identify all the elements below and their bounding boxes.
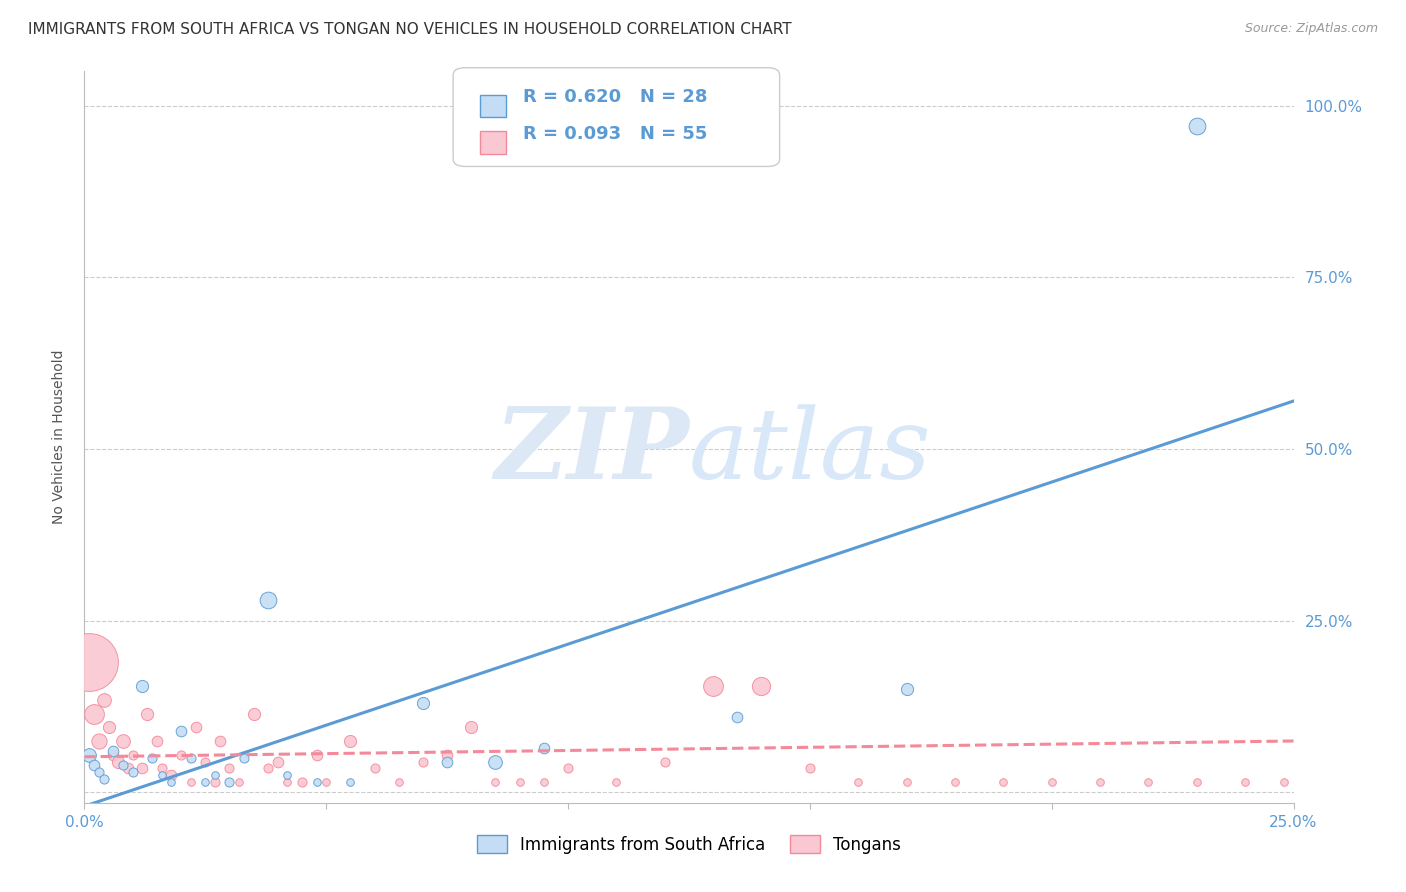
Point bbox=[533, 740, 555, 755]
Text: atlas: atlas bbox=[689, 404, 932, 500]
Point bbox=[87, 764, 110, 779]
Point bbox=[170, 747, 193, 762]
Point bbox=[93, 693, 115, 707]
Point bbox=[484, 775, 506, 789]
Point bbox=[131, 762, 153, 776]
Point bbox=[204, 768, 226, 782]
Point bbox=[267, 755, 290, 769]
Point bbox=[1234, 775, 1257, 789]
Point bbox=[1185, 775, 1208, 789]
Point bbox=[150, 762, 173, 776]
Point bbox=[412, 755, 434, 769]
Point bbox=[1137, 775, 1160, 789]
Point bbox=[315, 775, 337, 789]
Point bbox=[305, 747, 328, 762]
Point bbox=[117, 762, 139, 776]
Legend: Immigrants from South Africa, Tongans: Immigrants from South Africa, Tongans bbox=[470, 829, 908, 860]
Point bbox=[484, 755, 506, 769]
Point bbox=[1040, 775, 1063, 789]
Point bbox=[204, 775, 226, 789]
Point bbox=[112, 734, 135, 748]
Point bbox=[218, 762, 240, 776]
Text: ZIP: ZIP bbox=[494, 403, 689, 500]
Point bbox=[180, 775, 202, 789]
Point bbox=[896, 682, 918, 697]
Point bbox=[77, 655, 100, 669]
Point bbox=[1185, 120, 1208, 134]
Point bbox=[121, 747, 143, 762]
Point bbox=[150, 768, 173, 782]
Point bbox=[436, 747, 458, 762]
Point bbox=[97, 720, 120, 734]
Point bbox=[702, 679, 724, 693]
Text: R = 0.093   N = 55: R = 0.093 N = 55 bbox=[523, 125, 707, 143]
Point bbox=[388, 775, 411, 789]
Point bbox=[799, 762, 821, 776]
Point bbox=[1272, 775, 1295, 789]
Point bbox=[363, 762, 385, 776]
Point bbox=[257, 593, 280, 607]
Point bbox=[605, 775, 627, 789]
Point bbox=[131, 679, 153, 693]
Point bbox=[339, 775, 361, 789]
Point bbox=[509, 775, 531, 789]
Point bbox=[846, 775, 869, 789]
Y-axis label: No Vehicles in Household: No Vehicles in Household bbox=[52, 350, 66, 524]
FancyBboxPatch shape bbox=[453, 68, 780, 167]
Point bbox=[136, 706, 159, 721]
Point bbox=[1088, 775, 1111, 789]
FancyBboxPatch shape bbox=[479, 131, 506, 154]
Point bbox=[276, 775, 298, 789]
Point bbox=[121, 764, 143, 779]
Point bbox=[93, 772, 115, 786]
Point bbox=[160, 775, 183, 789]
Text: Source: ZipAtlas.com: Source: ZipAtlas.com bbox=[1244, 22, 1378, 36]
FancyBboxPatch shape bbox=[479, 95, 506, 118]
Point bbox=[339, 734, 361, 748]
Text: IMMIGRANTS FROM SOUTH AFRICA VS TONGAN NO VEHICLES IN HOUSEHOLD CORRELATION CHAR: IMMIGRANTS FROM SOUTH AFRICA VS TONGAN N… bbox=[28, 22, 792, 37]
Point bbox=[218, 775, 240, 789]
Point bbox=[228, 775, 250, 789]
Point bbox=[103, 744, 125, 758]
Point bbox=[83, 758, 105, 772]
Point bbox=[146, 734, 169, 748]
Point bbox=[257, 762, 280, 776]
Point bbox=[276, 768, 298, 782]
Point bbox=[194, 755, 217, 769]
Text: R = 0.620   N = 28: R = 0.620 N = 28 bbox=[523, 88, 707, 106]
Point bbox=[412, 696, 434, 710]
Point bbox=[751, 679, 773, 693]
Point bbox=[460, 720, 482, 734]
Point bbox=[160, 768, 183, 782]
Point bbox=[242, 706, 264, 721]
Point bbox=[141, 751, 163, 765]
Point bbox=[533, 775, 555, 789]
Point bbox=[305, 775, 328, 789]
Point bbox=[725, 710, 748, 724]
Point bbox=[180, 751, 202, 765]
Point bbox=[184, 720, 207, 734]
Point bbox=[654, 755, 676, 769]
Point bbox=[170, 723, 193, 738]
Point bbox=[103, 747, 125, 762]
Point bbox=[112, 758, 135, 772]
Point bbox=[233, 751, 256, 765]
Point bbox=[87, 734, 110, 748]
Point bbox=[993, 775, 1015, 789]
Point bbox=[83, 706, 105, 721]
Point bbox=[77, 747, 100, 762]
Point bbox=[436, 755, 458, 769]
Point bbox=[943, 775, 966, 789]
Point bbox=[208, 734, 231, 748]
Point bbox=[896, 775, 918, 789]
Point bbox=[291, 775, 314, 789]
Point bbox=[557, 762, 579, 776]
Point bbox=[107, 755, 129, 769]
Point bbox=[194, 775, 217, 789]
